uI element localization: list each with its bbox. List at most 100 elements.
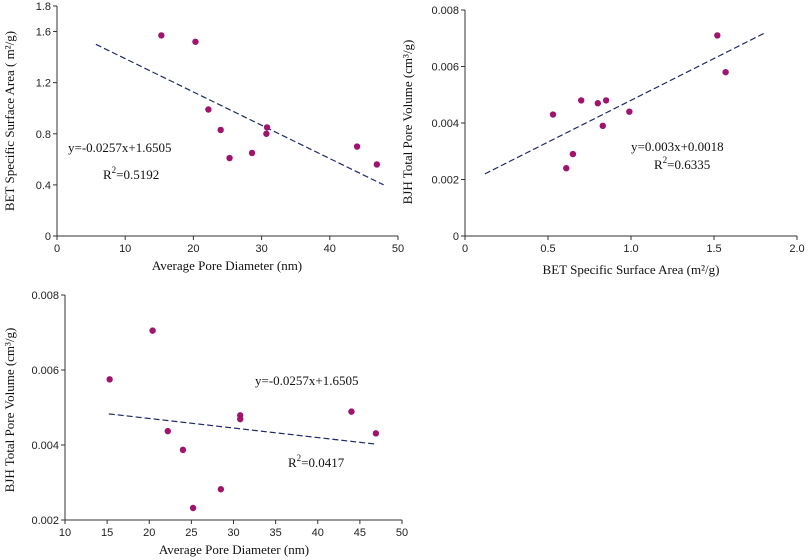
data-point — [563, 165, 570, 172]
data-point — [348, 408, 355, 415]
x-tick-label: 50 — [396, 527, 408, 539]
data-point — [164, 427, 171, 435]
trend-line — [484, 32, 766, 175]
panel-2-r2: R2=0.6335 — [654, 155, 710, 172]
panel-3-equation: y=-0.0257x+1.6505 — [255, 373, 359, 388]
y-tick-label: 0.006 — [31, 365, 59, 377]
data-point — [158, 32, 165, 39]
panel-3-r2-value: =0.0417 — [301, 455, 345, 470]
panel-1: 0 10 20 30 40 50 0 0.4 0.8 1.2 1.6 1.8 Average Pore… — [2, 1, 404, 273]
panel-1-equation: y=-0.0257x+1.6505 — [68, 140, 172, 155]
x-tick-label: 30 — [255, 243, 267, 255]
panel-2-equation: y=0.003x+0.0018 — [631, 139, 724, 154]
panel-1-points — [95, 32, 384, 186]
trend-line — [95, 43, 384, 186]
y-tick-label: 1.2 — [36, 78, 51, 90]
data-point — [189, 504, 197, 512]
data-point — [237, 412, 244, 419]
data-point — [205, 106, 212, 113]
panel-2-r2-sup: 2 — [663, 155, 668, 165]
panel-1-r2-label: R — [103, 167, 112, 182]
data-point — [722, 68, 729, 76]
panel-1-r2-sup: 2 — [112, 165, 117, 175]
data-point — [248, 149, 256, 157]
x-tick-label: 15 — [101, 527, 113, 539]
data-point — [226, 154, 233, 162]
panel-2-ticks: 0 0.5 1.0 1.5 2.0 0 0.002 0.004 0.006 0.008 — [431, 5, 804, 255]
data-point — [626, 108, 633, 115]
data-point — [217, 126, 224, 134]
panel-1-r2: R2=0.5192 — [103, 165, 159, 182]
y-tick-label: 0.4 — [36, 180, 51, 192]
panel-3-r2-sup: 2 — [297, 453, 302, 463]
data-point — [599, 122, 606, 130]
panel-1-xlabel: Average Pore Diameter (nm) — [152, 258, 302, 273]
panel-2-r2-label: R — [654, 157, 663, 172]
panel-3-points — [106, 327, 380, 512]
y-tick-label: 1.8 — [36, 1, 51, 13]
data-point — [549, 111, 557, 118]
data-point — [372, 430, 380, 437]
x-tick-label: 35 — [270, 527, 282, 539]
panel-3-r2-label: R — [288, 455, 297, 470]
data-point — [578, 97, 585, 104]
data-point — [217, 486, 225, 493]
y-tick-label: 0.008 — [431, 5, 459, 17]
y-tick-label: 0.004 — [431, 118, 459, 130]
data-point — [602, 97, 610, 104]
y-tick-label: 0 — [453, 231, 459, 243]
panel-3-ylabel: BJH Total Pore Volume (cm³/g) — [2, 328, 17, 493]
data-point — [263, 124, 271, 131]
data-point — [714, 32, 721, 39]
y-tick-label: 0 — [45, 231, 51, 243]
panel-1-ylabel: BET Specific Surface Area ( m²/g) — [2, 31, 17, 211]
panel-1-ticks: 0 10 20 30 40 50 0 0.4 0.8 1.2 1.6 1.8 — [36, 1, 404, 255]
x-tick-label: 45 — [354, 527, 366, 539]
panel-3-axes — [64, 295, 402, 521]
x-tick-label: 40 — [312, 527, 324, 539]
x-tick-label: 30 — [227, 527, 239, 539]
y-tick-label: 0.006 — [431, 62, 459, 74]
panel-2: 0 0.5 1.0 1.5 2.0 0 0.002 0.004 0.006 0.008 BET S… — [400, 5, 805, 277]
y-tick-label: 0.004 — [31, 440, 59, 452]
y-tick-label: 1.6 — [36, 27, 51, 39]
panel-2-r2-value: =0.6335 — [667, 157, 710, 172]
panel-1-r2-value: =0.5192 — [116, 167, 159, 182]
x-tick-label: 10 — [119, 243, 131, 255]
y-tick-label: 0.8 — [36, 129, 51, 141]
y-tick-label: 0.002 — [31, 515, 59, 527]
panel-3-xlabel: Average Pore Diameter (nm) — [159, 542, 309, 557]
data-point — [106, 376, 113, 383]
x-tick-label: 1.0 — [623, 243, 638, 255]
x-tick-label: 10 — [59, 527, 71, 539]
panel-2-ylabel: BJH Total Pore Volume (cm³/g) — [400, 40, 415, 205]
x-tick-label: 2.0 — [789, 243, 804, 255]
data-point — [179, 446, 187, 454]
data-point — [594, 100, 601, 107]
data-point — [192, 38, 199, 45]
y-tick-label: 0.002 — [431, 175, 459, 187]
panel-1-axes — [56, 6, 398, 237]
x-tick-label: 20 — [143, 527, 155, 539]
x-tick-label: 50 — [392, 243, 404, 255]
panel-3-r2: R2=0.0417 — [288, 453, 345, 470]
panel-3-ticks: 10 15 20 25 30 35 40 45 50 0.002 0.004 0.006 0.008 — [31, 290, 408, 539]
x-tick-label: 20 — [187, 243, 199, 255]
panel-2-xlabel: BET Specific Surface Area (m²/g) — [543, 262, 720, 277]
x-tick-label: 25 — [185, 527, 197, 539]
data-point — [373, 161, 381, 168]
panel-2-axes — [464, 10, 797, 237]
y-tick-label: 0.008 — [31, 290, 59, 302]
data-point — [569, 150, 577, 158]
panel-2-points — [484, 32, 766, 175]
x-tick-label: 1.5 — [706, 243, 721, 255]
panel-3: 10 15 20 25 30 35 40 45 50 0.002 0.004 0.006 0.008 A… — [2, 290, 408, 557]
x-tick-label: 0 — [54, 243, 60, 255]
data-point — [263, 130, 270, 137]
data-point — [149, 327, 156, 334]
data-point — [353, 143, 361, 150]
x-tick-label: 40 — [324, 243, 336, 255]
x-tick-label: 0 — [462, 243, 468, 255]
x-tick-label: 0.5 — [540, 243, 555, 255]
